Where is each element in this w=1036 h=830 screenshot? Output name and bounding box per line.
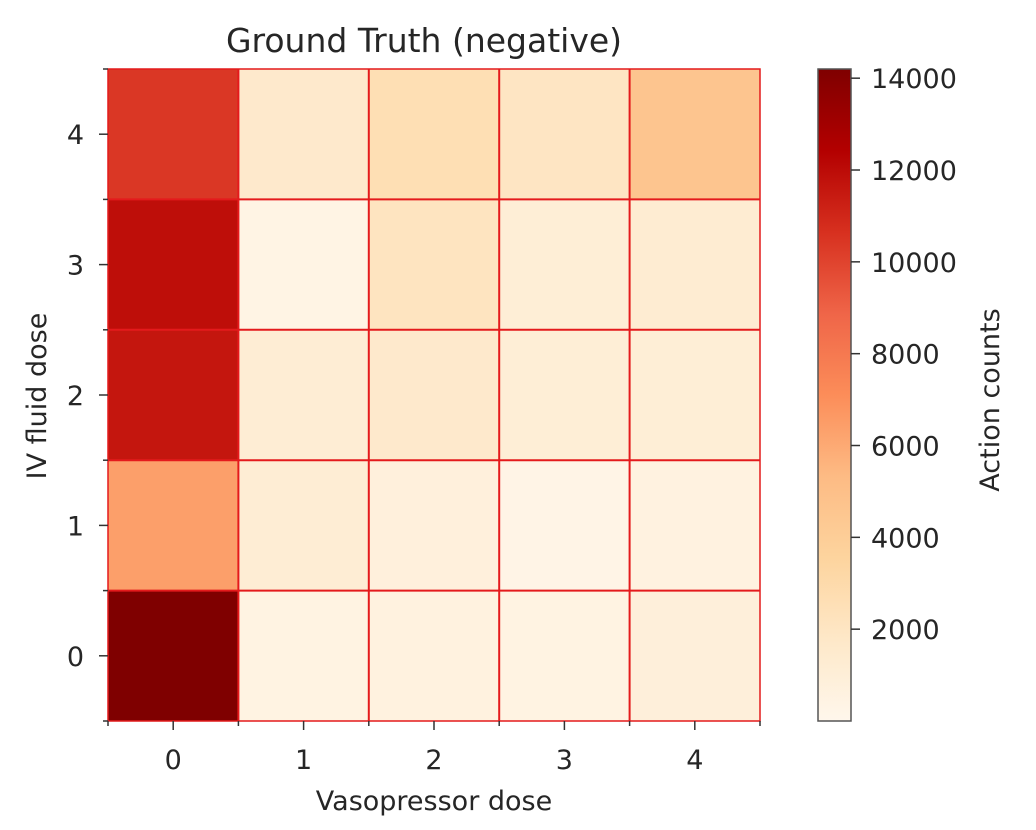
heatmap-cell <box>629 590 760 721</box>
heatmap-cell <box>108 460 239 591</box>
heatmap-cell <box>629 329 760 461</box>
y-axis-label: IV fluid dose <box>22 313 53 480</box>
heatmap-cell <box>629 69 760 200</box>
heatmap-cell <box>499 590 630 721</box>
heatmap-cell <box>108 199 239 330</box>
heatmap-cell <box>238 199 369 330</box>
x-axis-ticks: 0 1 2 3 4 <box>107 721 761 776</box>
x-tick-label: 1 <box>295 745 312 776</box>
colorbar-tick-label: 14000 <box>871 64 957 95</box>
heatmap-cell <box>238 69 369 200</box>
heatmap-cell <box>108 69 239 200</box>
heatmap-cell <box>368 590 500 721</box>
colorbar-tick-label: 4000 <box>871 523 940 554</box>
x-tick-label: 3 <box>556 745 573 776</box>
x-tick-label: 4 <box>686 745 703 776</box>
heatmap-cell <box>368 329 500 461</box>
heatmap-cell <box>629 460 760 591</box>
colorbar-tick-label: 12000 <box>871 156 957 187</box>
heatmap-cell <box>499 460 630 591</box>
x-axis-label: Vasopressor dose <box>316 786 552 817</box>
heatmap-cell <box>499 329 630 461</box>
colorbar-tick-label: 10000 <box>871 248 957 279</box>
heatmap-cell <box>368 69 500 200</box>
x-tick-label: 0 <box>165 745 182 776</box>
y-tick-label: 4 <box>67 120 84 151</box>
heatmap-cell <box>108 590 239 721</box>
colorbar-label: Action counts <box>975 308 1006 491</box>
y-tick-label: 2 <box>67 381 84 412</box>
colorbar-tick-label: 2000 <box>871 615 940 646</box>
heatmap-gridlines <box>107 68 761 722</box>
y-tick-label: 0 <box>67 642 84 673</box>
y-axis-ticks: 0 1 2 3 4 <box>67 68 108 722</box>
heatmap-cell <box>368 460 500 591</box>
colorbar-tick-label: 8000 <box>871 340 940 371</box>
heatmap-cells <box>108 69 760 721</box>
colorbar-ticks: 2000 4000 6000 8000 10000 12000 14000 <box>851 64 957 646</box>
colorbar-tick-label: 6000 <box>871 432 940 463</box>
heatmap-cell <box>629 199 760 330</box>
colorbar <box>817 68 852 722</box>
y-tick-label: 3 <box>67 251 84 282</box>
heatmap-cell <box>238 460 369 591</box>
heatmap-cell <box>108 329 239 461</box>
x-tick-label: 2 <box>425 745 442 776</box>
heatmap-cell <box>238 590 369 721</box>
heatmap-cell <box>238 329 369 461</box>
y-tick-label: 1 <box>67 511 84 542</box>
chart-title: Ground Truth (negative) <box>226 21 622 60</box>
heatmap-cell <box>499 199 630 330</box>
heatmap-cell <box>499 69 630 200</box>
heatmap-cell <box>368 199 500 330</box>
